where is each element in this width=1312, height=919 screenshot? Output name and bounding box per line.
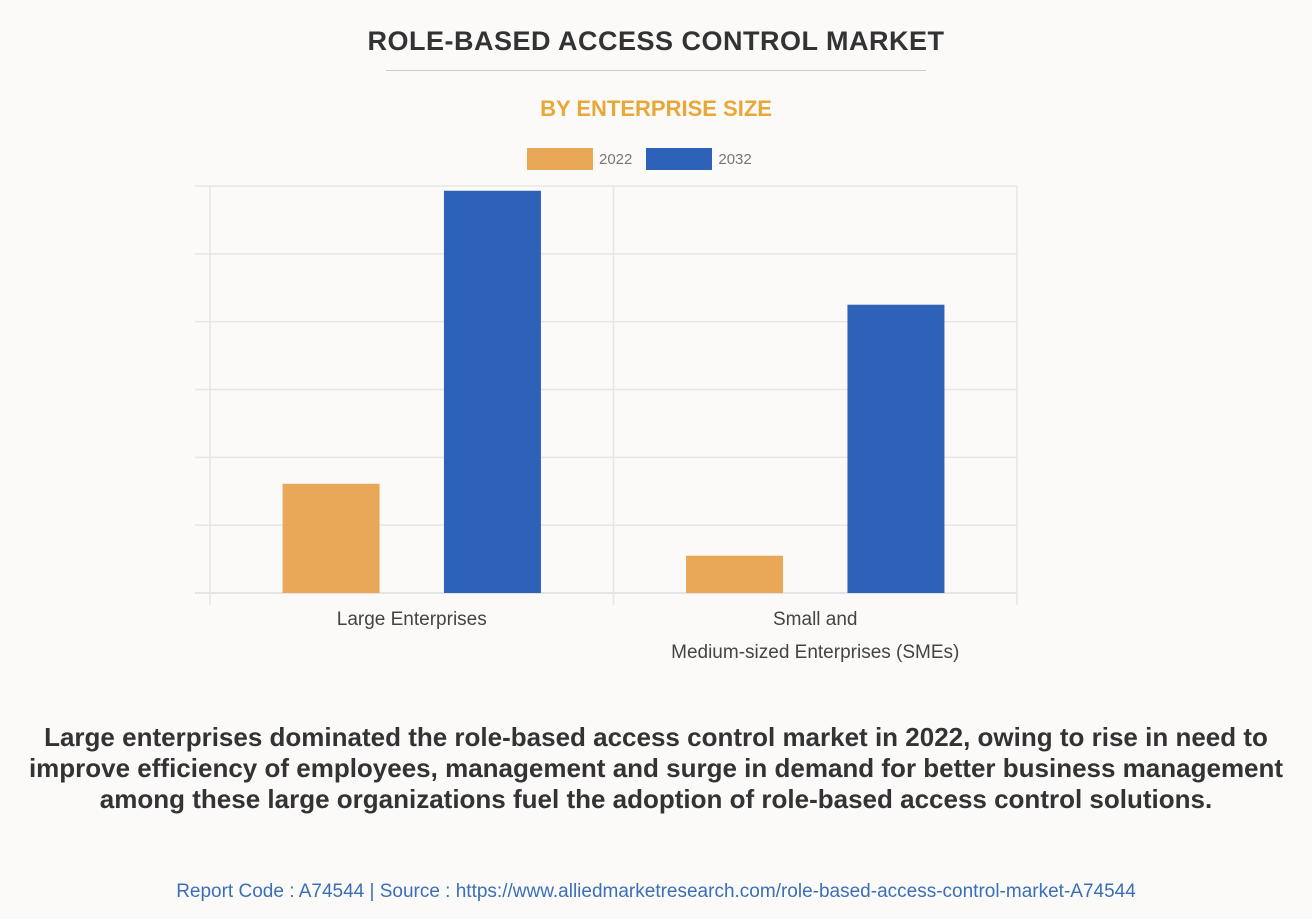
x-tick-label: Medium-sized Enterprises (SMEs)	[671, 642, 959, 663]
bar-2022-1	[686, 555, 784, 593]
legend-swatch-2022	[527, 148, 593, 170]
bar-2022-0	[282, 483, 380, 593]
legend-label-2032: 2032	[718, 150, 752, 168]
legend: 2022 2032	[527, 148, 766, 170]
title-divider	[386, 70, 926, 71]
x-tick-label: Large Enterprises	[337, 609, 487, 630]
legend-swatch-2032	[646, 148, 713, 170]
bar-2032-1	[847, 304, 945, 593]
legend-label-2022: 2022	[599, 150, 633, 168]
source-footer[interactable]: Report Code : A74544 | Source : https://…	[176, 881, 1136, 902]
chart-title: ROLE-BASED ACCESS CONTROL MARKET	[367, 26, 945, 56]
chart-subtitle: BY ENTERPRISE SIZE	[540, 96, 772, 121]
description: Large enterprises dominated the role-bas…	[28, 722, 1284, 814]
bar-chart: Large Enterprises Small and Medium-sized E…	[195, 185, 1018, 663]
x-tick-label: Small and	[773, 609, 858, 630]
bar-2032-0	[443, 190, 541, 593]
